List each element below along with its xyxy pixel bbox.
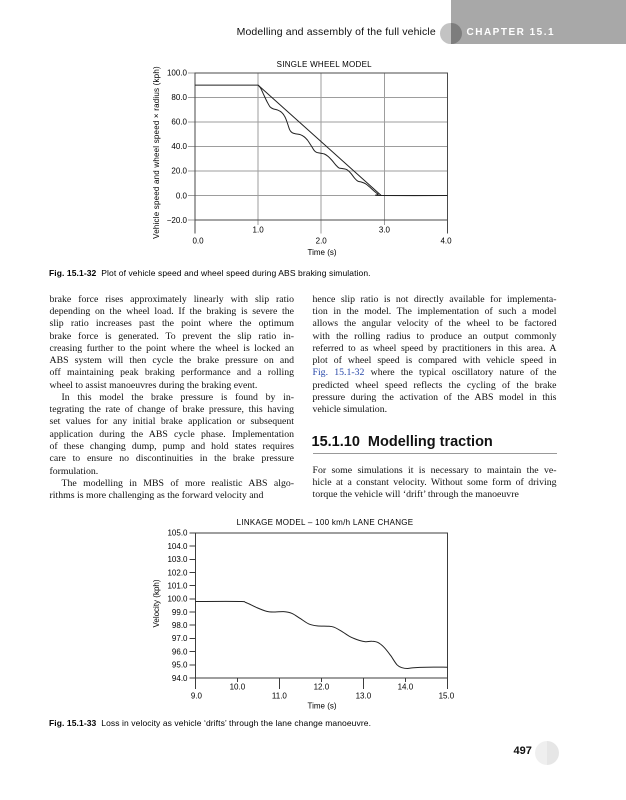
- svg-text:95.0: 95.0: [172, 661, 188, 670]
- svg-text:2.0: 2.0: [316, 236, 328, 245]
- svg-text:SINGLE WHEEL MODEL: SINGLE WHEEL MODEL: [277, 60, 373, 69]
- svg-text:94.0: 94.0: [172, 674, 188, 683]
- svg-text:1.0: 1.0: [253, 225, 265, 234]
- svg-text:12.0: 12.0: [314, 682, 330, 691]
- svg-text:10.0: 10.0: [230, 682, 246, 691]
- svg-text:11.0: 11.0: [272, 691, 288, 700]
- svg-text:100.0: 100.0: [167, 595, 188, 604]
- svg-text:101.0: 101.0: [167, 582, 188, 591]
- svg-text:3.0: 3.0: [379, 225, 391, 234]
- svg-text:103.0: 103.0: [167, 555, 188, 564]
- svg-text:13.0: 13.0: [356, 691, 372, 700]
- svg-text:15.0: 15.0: [439, 691, 455, 700]
- svg-text:−20.0: −20.0: [167, 216, 188, 225]
- svg-text:98.0: 98.0: [172, 621, 188, 630]
- svg-text:80.0: 80.0: [171, 93, 187, 102]
- svg-text:4.0: 4.0: [440, 236, 452, 245]
- svg-text:100.0: 100.0: [167, 69, 188, 78]
- svg-text:40.0: 40.0: [171, 142, 187, 151]
- svg-text:96.0: 96.0: [172, 647, 188, 656]
- svg-text:99.0: 99.0: [172, 608, 188, 617]
- svg-text:105.0: 105.0: [167, 529, 188, 538]
- svg-text:0.0: 0.0: [192, 236, 204, 245]
- svg-text:Time (s): Time (s): [307, 248, 336, 257]
- svg-text:LINKAGE MODEL – 100 km/h LANE: LINKAGE MODEL – 100 km/h LANE CHANGE: [237, 518, 414, 527]
- svg-text:Time (s): Time (s): [307, 701, 336, 710]
- svg-text:104.0: 104.0: [167, 542, 188, 551]
- svg-text:Velocity (kph): Velocity (kph): [152, 579, 161, 627]
- svg-text:60.0: 60.0: [171, 118, 187, 127]
- svg-text:0.0: 0.0: [176, 191, 188, 200]
- svg-text:20.0: 20.0: [171, 167, 187, 176]
- svg-text:9.0: 9.0: [191, 691, 203, 700]
- svg-text:97.0: 97.0: [172, 634, 188, 643]
- svg-text:14.0: 14.0: [398, 682, 414, 691]
- svg-text:102.0: 102.0: [167, 568, 188, 577]
- svg-text:Vehicle speed and wheel speed: Vehicle speed and wheel speed × radius (…: [152, 66, 161, 239]
